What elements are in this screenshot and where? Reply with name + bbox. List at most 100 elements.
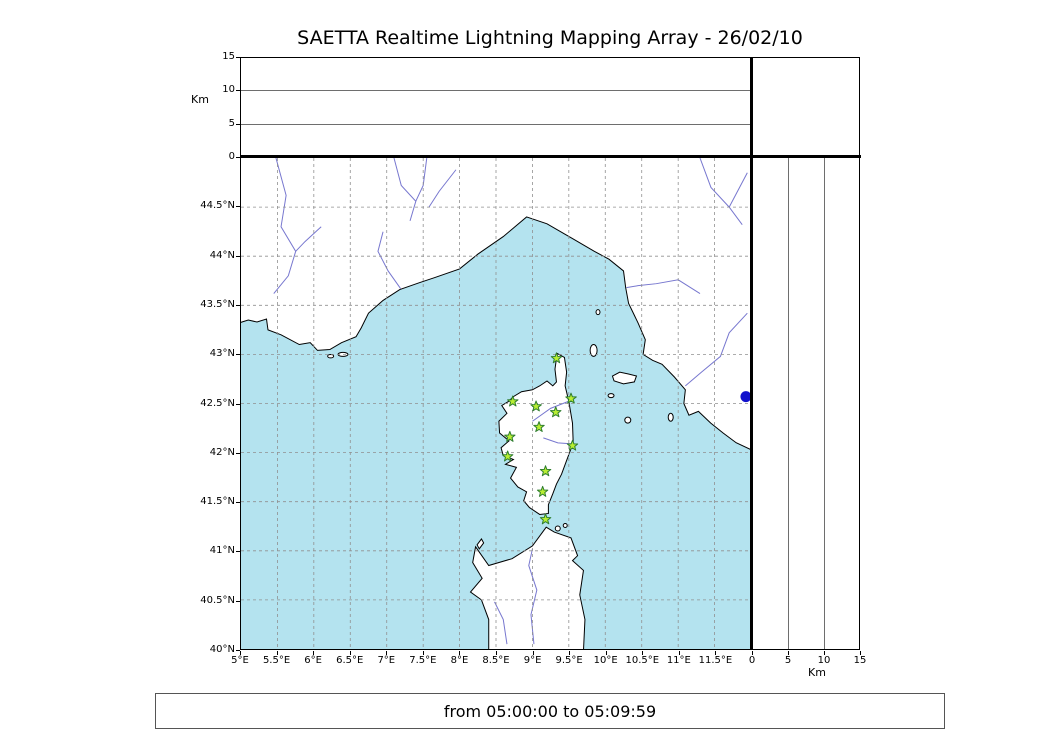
map-y-tick-label: 44°N: [209, 249, 235, 261]
tick-mark: [678, 651, 680, 655]
river: [416, 158, 427, 201]
tick-mark: [276, 651, 278, 655]
time-range-text: from 05:00:00 to 05:09:59: [443, 701, 657, 721]
map-y-tick-label: 42.5°N: [200, 397, 235, 409]
altitude-x-tick-label: 15: [853, 655, 867, 666]
map-x-tick-label: 8.5°E: [482, 655, 510, 666]
tick-mark: [569, 651, 571, 655]
map-y-tick-label: 43°N: [209, 348, 235, 360]
maddalena-island: [555, 526, 560, 531]
tick-mark: [752, 651, 753, 655]
river: [700, 158, 742, 225]
tick-mark: [236, 57, 240, 58]
tick-mark: [236, 90, 240, 92]
river: [685, 313, 747, 386]
river: [543, 438, 572, 444]
map-x-tick-label: 11°E: [666, 655, 691, 666]
altitude-x-tick-label: 10: [817, 655, 831, 666]
tick-mark: [236, 255, 240, 257]
river: [729, 173, 747, 207]
tick-mark: [236, 452, 240, 454]
altitude-gridline: [824, 158, 825, 649]
altitude-y-tick-label: 15: [222, 51, 235, 62]
tick-mark: [422, 651, 424, 655]
river: [394, 158, 416, 221]
tick-mark: [236, 206, 240, 208]
tick-mark: [236, 502, 240, 504]
map-y-tick-label: 43.5°N: [200, 298, 235, 310]
station-marker: [504, 430, 516, 442]
altitude-gridline: [241, 123, 751, 125]
tick-mark: [236, 123, 240, 125]
stations-group: [501, 352, 579, 525]
capraia-island: [590, 344, 597, 356]
map-x-tick-label: 8°E: [450, 655, 469, 666]
hyeres-island-2: [328, 354, 334, 357]
tick-mark: [349, 651, 351, 655]
map-y-tick-label: 40.5°N: [200, 594, 235, 606]
river: [626, 280, 700, 294]
map-y-tick-label: 42°N: [209, 446, 235, 458]
river: [378, 232, 401, 289]
tick-mark: [532, 651, 534, 655]
tick-mark: [240, 651, 241, 655]
station-marker: [539, 513, 552, 525]
altitude-axis-label-bottom: Km: [808, 666, 826, 679]
map-y-tick-label: 40°N: [209, 644, 235, 655]
altitude-gridline: [788, 158, 789, 649]
map-x-tick-label: 6.5°E: [336, 655, 364, 666]
map-x-tick-label: 5°E: [231, 655, 249, 666]
chart-title: SAETTA Realtime Lightning Mapping Array …: [297, 27, 803, 49]
tick-mark: [236, 354, 240, 356]
pianosa-island: [608, 394, 614, 398]
tick-mark: [459, 651, 461, 655]
station-marker: [566, 439, 579, 451]
tick-mark: [236, 600, 240, 602]
altitude-y-tick-label: 0: [228, 151, 235, 162]
rivers: [274, 158, 748, 644]
station-marker: [565, 392, 577, 404]
station-marker: [501, 450, 514, 462]
sardinia-coastline: [471, 527, 585, 649]
altitude-x-tick-label: 0: [748, 655, 756, 666]
tick-mark: [236, 304, 240, 306]
map-x-tick-label: 6°E: [304, 655, 322, 666]
landmasses: [241, 158, 751, 649]
tick-mark: [236, 157, 240, 158]
time-range-box: from 05:00:00 to 05:09:59: [155, 693, 945, 729]
altitude-y-tick-label: 10: [222, 84, 235, 96]
map-y-tick-label: 41°N: [209, 545, 235, 557]
corner-panel: [752, 57, 860, 157]
tick-mark: [824, 651, 825, 655]
map-y-tick-label: 44.5°N: [200, 200, 235, 212]
altitude-axis-label-left: Km: [191, 93, 209, 106]
map-x-tick-label: 11.5°E: [698, 655, 733, 666]
tick-mark: [313, 651, 315, 655]
map-y-tick-label: 41.5°N: [200, 496, 235, 508]
altitude-gridline: [241, 90, 751, 92]
asinara-island: [477, 539, 484, 549]
panel-separator-vertical: [750, 57, 753, 650]
altitude-latitude-panel: [752, 157, 860, 650]
tick-mark: [386, 651, 388, 655]
panel-separator-horizontal: [240, 155, 861, 158]
map-x-tick-label: 7°E: [377, 655, 396, 666]
maddalena-island-2: [563, 524, 567, 528]
station-marker: [533, 421, 545, 432]
montecristo-island: [625, 417, 631, 423]
map-gridlines: [241, 158, 751, 649]
gorgona-island: [596, 310, 600, 315]
tick-mark: [496, 651, 497, 655]
tick-mark: [236, 650, 240, 651]
map-x-tick-label: 7.5°E: [409, 655, 437, 666]
station-marker: [550, 352, 563, 364]
station-marker: [536, 485, 549, 497]
altitude-x-tick-label: 5: [784, 655, 792, 666]
tick-mark: [236, 551, 240, 553]
tick-mark: [788, 651, 789, 655]
river: [296, 227, 322, 252]
tick-mark: [236, 403, 240, 405]
tick-mark: [860, 651, 861, 655]
map-x-tick-label: 9.5°E: [555, 655, 583, 666]
